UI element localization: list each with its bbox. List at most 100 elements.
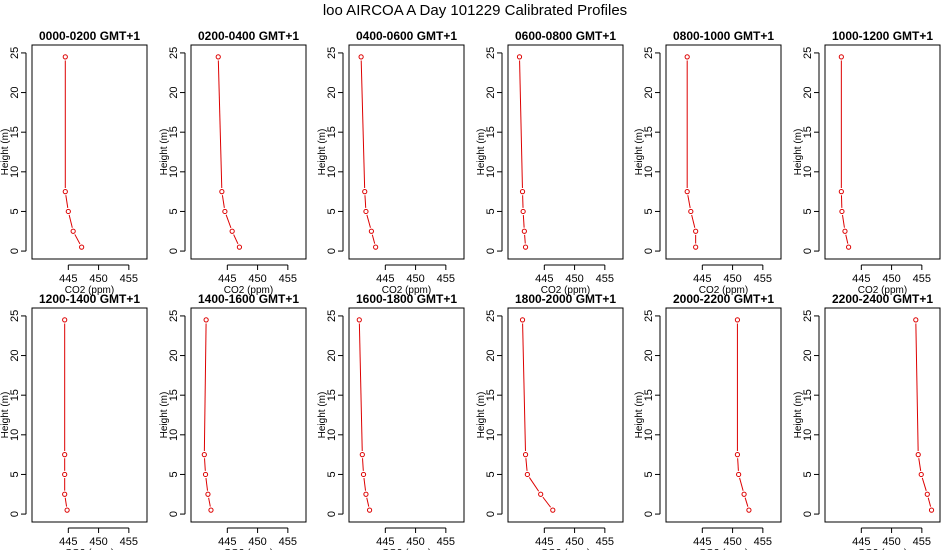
y-tick-label: 20 [326,349,338,361]
y-tick-label: 25 [643,310,655,322]
data-point [219,189,225,195]
data-point [366,507,373,513]
y-tick-label: 10 [485,166,497,178]
y-tick-label: 20 [9,86,21,98]
y-tick-label: 20 [643,349,655,361]
x-tick-label: 455 [596,273,614,285]
panel-title: 1600-1800 GMT+1 [356,292,457,306]
data-point [62,189,68,195]
x-tick-label: 450 [248,536,266,548]
data-point [538,491,544,497]
y-tick-label: 25 [9,310,21,322]
x-tick-label: 450 [248,273,266,285]
x-tick-label: 445 [59,273,77,285]
profile-segment [366,497,370,507]
data-point [62,491,68,497]
y-tick-label: 25 [485,310,497,322]
profile-segment [225,214,232,229]
profile-segment [74,234,81,245]
y-tick-label: 0 [643,511,655,517]
y-tick-label: 15 [643,389,655,401]
data-point [741,491,747,497]
x-tick-label: 445 [376,273,394,285]
plot-frame [824,307,941,523]
profile-segment [915,323,919,452]
data-point [65,208,71,215]
y-tick-label: 0 [326,248,338,254]
data-point [222,208,228,215]
y-tick-label: 0 [168,248,180,254]
y-tick-label: 0 [485,511,497,517]
panel-title: 0600-0800 GMT+1 [515,29,616,43]
panel-title: 2000-2200 GMT+1 [673,292,774,306]
y-tick-label: 0 [802,511,814,517]
data-point [928,507,935,513]
data-point [838,54,844,60]
y-tick-label: 0 [168,511,180,517]
y-tick-label: 15 [9,126,21,138]
data-point [363,208,369,215]
x-tick-label: 455 [913,536,931,548]
panel-title: 1800-2000 GMT+1 [515,292,616,306]
y-tick-label: 10 [802,429,814,441]
profile-segment [522,215,525,228]
data-point [62,317,68,323]
y-axis-label: Height (m) [317,129,328,176]
y-axis-label: Height (m) [0,392,11,439]
x-axis-label: CO2 (ppm) [699,285,748,296]
plot-frame [507,307,624,523]
y-tick-label: 5 [485,471,497,477]
data-point [918,471,924,478]
panel-title: 1400-1600 GMT+1 [198,292,299,306]
profile-segment [208,497,211,507]
y-tick-label: 0 [643,248,655,254]
data-point [516,54,523,60]
y-tick-label: 5 [802,471,814,477]
y-tick-label: 15 [9,389,21,401]
y-tick-label: 5 [326,208,338,214]
x-tick-label: 450 [565,536,583,548]
data-point [524,471,530,478]
data-point [79,244,85,250]
x-axis-label: CO2 (ppm) [858,548,907,550]
panel-title: 1200-1400 GMT+1 [39,292,140,306]
y-tick-label: 0 [485,248,497,254]
data-point [358,54,364,60]
y-tick-label: 20 [802,349,814,361]
y-tick-label: 25 [168,47,180,59]
data-point [839,208,845,215]
panel-title: 0200-0400 GMT+1 [198,29,299,43]
x-tick-label: 450 [565,273,583,285]
data-point [522,452,529,458]
y-tick-label: 15 [485,389,497,401]
data-point [201,452,207,458]
x-tick-label: 455 [913,273,931,285]
profile-segment [918,458,922,471]
x-axis-label: CO2 (ppm) [541,285,590,296]
profile-segment [841,214,845,228]
profile-segment [363,477,367,491]
profile-segment [360,60,366,189]
x-tick-label: 455 [596,536,614,548]
data-point [519,189,526,195]
data-point [368,228,374,234]
profile-segment [691,214,696,228]
x-tick-label: 445 [852,536,870,548]
y-tick-label: 15 [168,126,180,138]
data-point [202,471,209,478]
data-point [550,507,556,513]
y-tick-label: 10 [9,166,21,178]
y-tick-label: 25 [802,47,814,59]
plot-frame [507,44,624,260]
data-point [519,317,526,323]
plot-frame [665,44,782,260]
y-tick-label: 20 [168,86,180,98]
x-tick-label: 450 [882,273,900,285]
y-tick-label: 10 [485,429,497,441]
x-tick-label: 455 [279,536,297,548]
y-tick-label: 25 [485,47,497,59]
y-tick-label: 10 [168,166,180,178]
data-point [359,452,365,458]
y-tick-label: 15 [326,126,338,138]
